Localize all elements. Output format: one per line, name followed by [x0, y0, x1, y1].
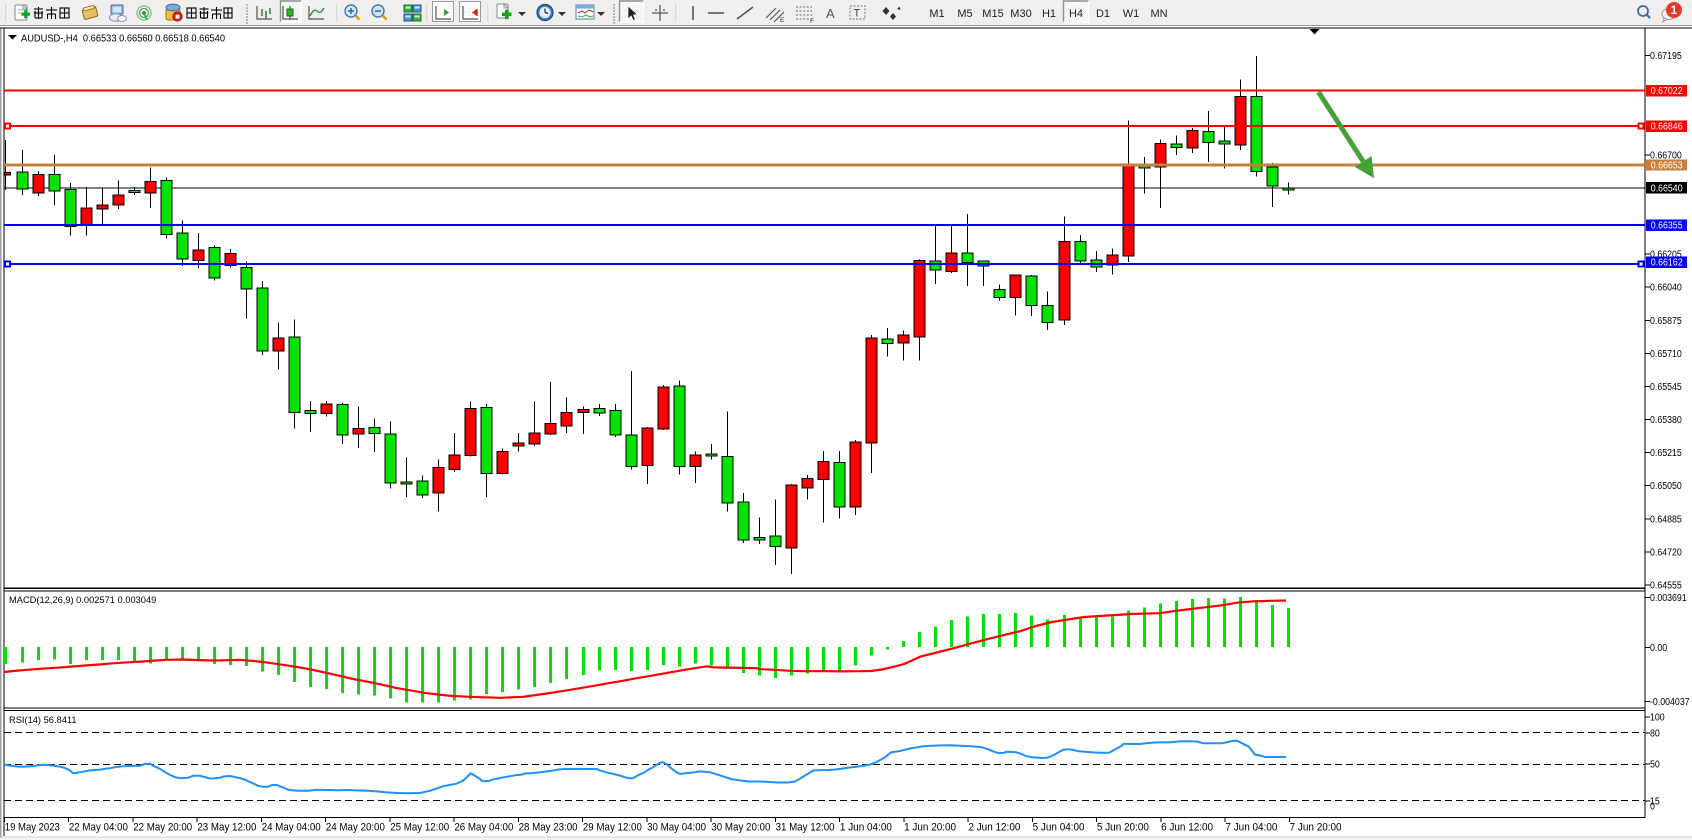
- svg-text:24 May 04:00: 24 May 04:00: [262, 822, 321, 834]
- svg-text:7 Jun 20:00: 7 Jun 20:00: [1290, 822, 1342, 834]
- svg-text:30 May 20:00: 30 May 20:00: [711, 822, 770, 834]
- svg-text:0.66653: 0.66653: [1651, 161, 1683, 172]
- svg-text:0: 0: [1650, 802, 1655, 813]
- svg-text:24 May 20:00: 24 May 20:00: [326, 822, 385, 834]
- svg-text:28 May 23:00: 28 May 23:00: [519, 822, 578, 834]
- svg-text:100: 100: [1650, 713, 1665, 724]
- svg-text:0.65215: 0.65215: [1650, 448, 1682, 459]
- svg-text:0.66162: 0.66162: [1651, 258, 1683, 269]
- svg-text:A: A: [826, 6, 835, 21]
- svg-text:H1: H1: [1042, 8, 1056, 20]
- svg-text:0.65875: 0.65875: [1650, 316, 1682, 327]
- svg-text:0.65050: 0.65050: [1650, 481, 1682, 492]
- svg-text:30 May 04:00: 30 May 04:00: [647, 822, 706, 834]
- svg-text:50: 50: [1650, 760, 1660, 771]
- svg-text:D1: D1: [1096, 8, 1110, 20]
- svg-text:1 Jun 04:00: 1 Jun 04:00: [840, 822, 892, 834]
- svg-text:19 May 2023: 19 May 2023: [5, 822, 60, 834]
- svg-text:22 May 20:00: 22 May 20:00: [133, 822, 192, 834]
- svg-text:1: 1: [1671, 5, 1678, 17]
- svg-text:-0.004037: -0.004037: [1650, 697, 1690, 708]
- svg-text:F: F: [810, 18, 814, 25]
- svg-text:M15: M15: [982, 8, 1003, 20]
- svg-text:29 May 12:00: 29 May 12:00: [583, 822, 642, 834]
- svg-text:1 Jun 20:00: 1 Jun 20:00: [904, 822, 956, 834]
- svg-text:6 Jun 12:00: 6 Jun 12:00: [1161, 822, 1213, 834]
- svg-text:MN: MN: [1150, 8, 1167, 20]
- svg-text:M30: M30: [1010, 8, 1031, 20]
- svg-text:15: 15: [1650, 796, 1660, 807]
- svg-text:E: E: [780, 17, 785, 24]
- svg-text:0.67195: 0.67195: [1650, 51, 1682, 62]
- svg-text:80: 80: [1650, 728, 1660, 739]
- svg-text:0.66846: 0.66846: [1651, 122, 1683, 133]
- svg-text:RSI(14) 56.8411: RSI(14) 56.8411: [9, 715, 77, 725]
- svg-text:0.00: 0.00: [1650, 643, 1667, 654]
- svg-text:M1: M1: [929, 8, 944, 20]
- svg-text:0.64885: 0.64885: [1650, 514, 1682, 525]
- svg-text:26 May 04:00: 26 May 04:00: [454, 822, 513, 834]
- svg-text:22 May 04:00: 22 May 04:00: [69, 822, 128, 834]
- svg-text:W1: W1: [1123, 8, 1140, 20]
- svg-text:5 Jun 20:00: 5 Jun 20:00: [1097, 822, 1149, 834]
- svg-text:0.65380: 0.65380: [1650, 415, 1682, 426]
- svg-text:0.65710: 0.65710: [1650, 349, 1682, 360]
- svg-text:MACD(12,26,9) 0.002571 0.00304: MACD(12,26,9) 0.002571 0.003049: [9, 595, 156, 605]
- svg-text:0.66540: 0.66540: [1651, 183, 1683, 194]
- svg-text:0.67022: 0.67022: [1651, 86, 1683, 97]
- svg-text:0.66355: 0.66355: [1651, 221, 1683, 232]
- svg-text:2 Jun 12:00: 2 Jun 12:00: [968, 822, 1020, 834]
- svg-text:25 May 12:00: 25 May 12:00: [390, 822, 449, 834]
- svg-text:AUDUSD-,H4 0.66533 0.66560 0.: AUDUSD-,H4 0.66533 0.66560 0.66518 0.665…: [21, 33, 225, 45]
- svg-text:31 May 12:00: 31 May 12:00: [776, 822, 835, 834]
- svg-text:0.003691: 0.003691: [1650, 593, 1687, 604]
- svg-text:T: T: [854, 8, 861, 20]
- svg-text:H4: H4: [1069, 8, 1083, 20]
- svg-text:M5: M5: [957, 8, 972, 20]
- svg-text:5 Jun 04:00: 5 Jun 04:00: [1033, 822, 1085, 834]
- svg-text:0.65545: 0.65545: [1650, 382, 1682, 393]
- svg-text:0.66700: 0.66700: [1650, 150, 1682, 161]
- svg-text:0.64720: 0.64720: [1650, 547, 1682, 558]
- svg-text:0.66040: 0.66040: [1650, 283, 1682, 294]
- svg-text:23 May 12:00: 23 May 12:00: [197, 822, 256, 834]
- svg-text:0.66205: 0.66205: [1650, 250, 1682, 261]
- svg-text:0.64555: 0.64555: [1650, 581, 1682, 592]
- svg-text:7 Jun 04:00: 7 Jun 04:00: [1225, 822, 1277, 834]
